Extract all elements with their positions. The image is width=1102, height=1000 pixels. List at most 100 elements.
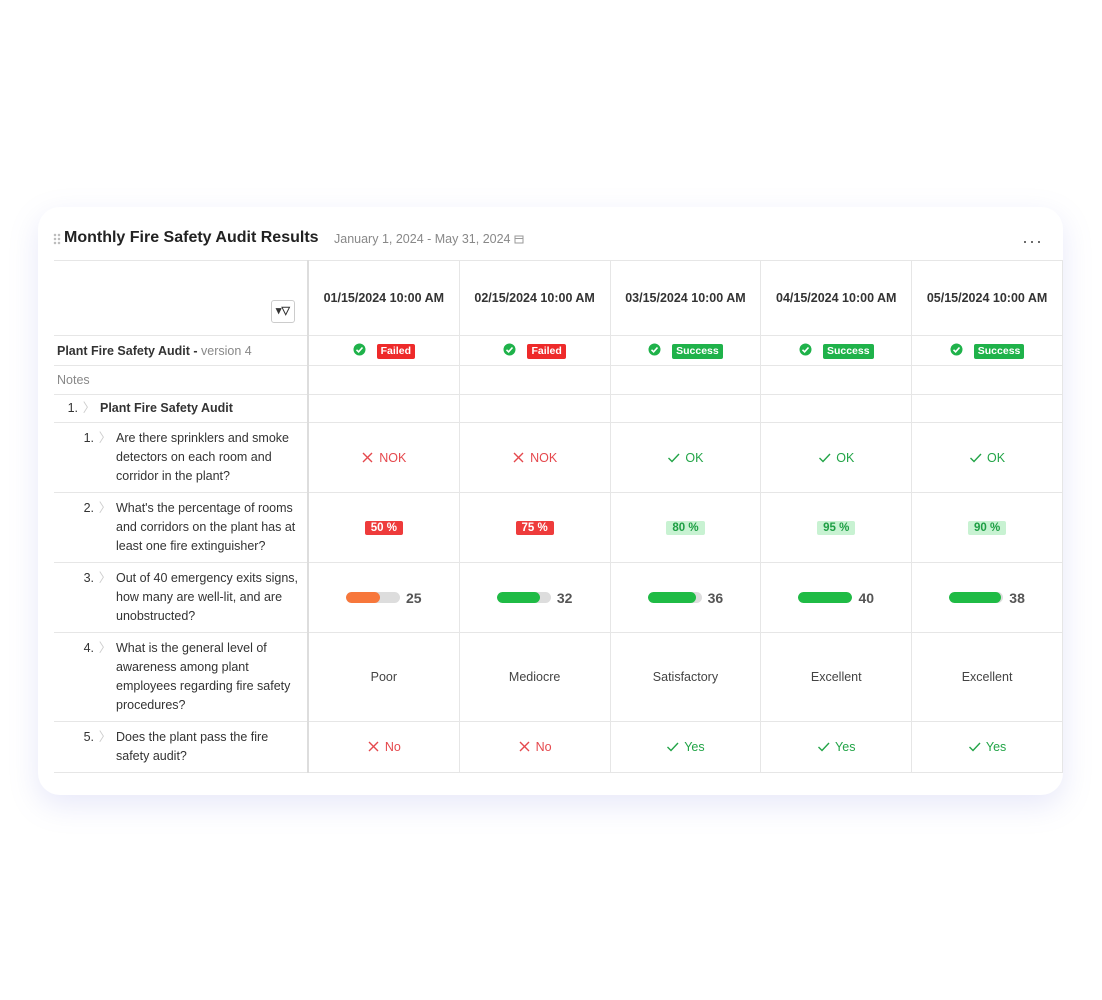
percent-badge: 95 %: [817, 521, 856, 535]
answer-text: No: [535, 740, 552, 754]
answer-cell: Poor: [307, 632, 460, 722]
answer-cell: OK: [911, 422, 1063, 493]
question-number: 2.: [83, 501, 94, 515]
section-empty-cell: [307, 394, 460, 423]
audit-row: Plant Fire Safety Audit - version 4 Faile…: [54, 335, 1063, 366]
question-number: 5.: [83, 730, 94, 744]
section-empty-cell: [459, 394, 611, 423]
answer-text: OK: [836, 450, 855, 465]
answer-text: Yes: [684, 740, 705, 754]
question-cell: 4. 〉 What is the general level of awarenes…: [54, 632, 309, 722]
column-header: 01/15/2024 10:00 AM: [307, 260, 460, 336]
chevron: 〉: [82, 401, 96, 415]
check-icon: [668, 453, 680, 463]
progress-value: 38: [1009, 589, 1025, 606]
percent-badge: 90 %: [967, 521, 1007, 535]
progress-value: 40: [858, 589, 875, 606]
question: 2. 〉 What's the percentage of rooms and co…: [54, 493, 307, 562]
answer-text: Poor: [370, 670, 398, 684]
answer-cell: 95 %: [760, 492, 913, 563]
section-cell: 1. 〉 Plant Fire Safety Audit: [54, 394, 309, 423]
question-text: Does the plant pass the fire safety audi…: [116, 730, 269, 763]
cross-icon: [362, 452, 373, 462]
question-row: 3. 〉 Out of 40 emergency exits signs, how …: [54, 562, 1063, 633]
check-icon: [970, 453, 982, 463]
question-row: 2. 〉 What's the percentage of rooms and co…: [54, 492, 1063, 563]
column-header: 05/15/2024 10:00 AM: [911, 260, 1063, 336]
progress-track: [346, 592, 401, 603]
answer-cell: 36: [610, 562, 762, 633]
question-cell: 5. 〉 Does the plant pass the fire safety a…: [54, 721, 309, 773]
answer-cell: Yes: [911, 721, 1063, 773]
question-row: 5. 〉 Does the plant pass the fire safety a…: [54, 721, 1063, 773]
answer-cell: 90 %: [911, 492, 1063, 563]
answer-text: OK: [685, 450, 704, 465]
notes-cell: [307, 365, 460, 395]
answer-cell: Yes: [610, 721, 762, 773]
audit-name: Plant Fire Safety Audit -: [57, 343, 198, 358]
progress-bar: [647, 592, 697, 603]
column-header: 04/15/2024 10:00 AM: [760, 260, 913, 336]
section-title: Plant Fire Safety Audit: [100, 401, 233, 415]
question-text: What's the percentage of rooms and corri…: [116, 501, 296, 553]
chevron: 〉: [98, 501, 112, 515]
circle-icon: [503, 343, 516, 355]
date-range-text: January 1, 2024 - May 31, 2024: [334, 232, 511, 246]
cross-icon: [513, 452, 524, 462]
answer-cell: NOK: [459, 422, 611, 493]
progress-track: [647, 592, 702, 603]
notes-cell: [459, 365, 611, 395]
chevron: 〉: [98, 571, 112, 585]
progress-value: 32: [556, 589, 573, 606]
column-header: 02/15/2024 10:00 AM: [459, 260, 611, 336]
answer-cell: 80 %: [610, 492, 762, 563]
section-label: 1. 〉 Plant Fire Safety Audit: [54, 399, 307, 418]
progress-bar: [346, 592, 380, 603]
circle-icon: [799, 343, 812, 355]
check-icon: [667, 742, 679, 752]
percent-badge: 80 %: [666, 521, 705, 535]
more-menu[interactable]: ···: [1022, 231, 1043, 251]
progress-bar: [496, 592, 541, 603]
status-badge: Success: [822, 343, 874, 359]
cross-icon: [519, 741, 530, 752]
filter-cell: ▾▽: [54, 260, 309, 336]
percent-badge: 75 %: [515, 521, 554, 535]
status-badge: Success: [672, 343, 723, 359]
answer-cell: Excellent: [760, 632, 913, 722]
notes-cell: [760, 365, 913, 395]
date-range[interactable]: January 1, 2024 - May 31, 2024: [334, 232, 524, 246]
question-number: 3.: [83, 571, 94, 585]
answer-cell: 40: [760, 562, 913, 633]
status-cell: Success: [610, 335, 762, 366]
answer-cell: NOK: [307, 422, 460, 493]
chevron: 〉: [98, 730, 112, 744]
question-cell: 1. 〉 Are there sprinklers and smoke detect…: [54, 422, 309, 493]
answer-text: No: [384, 740, 401, 754]
circle-icon: [353, 343, 366, 355]
answer-cell: 38: [911, 562, 1063, 633]
progress-value: 36: [707, 589, 724, 606]
filter-button[interactable]: ▾▽: [270, 300, 295, 323]
question-text: Out of 40 emergency exits signs, how man…: [116, 571, 299, 623]
status-badge: Failed: [527, 343, 566, 359]
answer-cell: Mediocre: [459, 632, 611, 722]
check-icon: [968, 742, 981, 752]
notes-label: Notes: [54, 365, 309, 395]
notes-cell: [610, 365, 762, 395]
question-cell: 2. 〉 What's the percentage of rooms and co…: [54, 492, 309, 563]
answer-text: NOK: [379, 450, 407, 465]
calendar-icon: [514, 235, 524, 244]
section-empty-cell: [760, 394, 913, 423]
answer-cell: No: [459, 721, 611, 773]
section-empty-cell: [610, 394, 762, 423]
answer-cell: No: [307, 721, 460, 773]
answer-cell: Excellent: [911, 632, 1063, 722]
column-header: 03/15/2024 10:00 AM: [610, 260, 762, 336]
audit-cell: Plant Fire Safety Audit - version 4: [54, 335, 309, 366]
answer-text: OK: [987, 450, 1006, 465]
section-number: 1.: [67, 401, 78, 415]
status-cell: Failed: [307, 335, 460, 366]
drag-handle[interactable]: [53, 233, 61, 245]
